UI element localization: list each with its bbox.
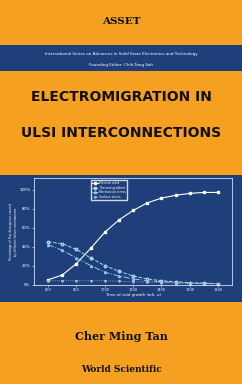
Mechanical stress bbox=[217, 281, 219, 286]
Electron wind bbox=[146, 200, 149, 205]
Electron wind bbox=[203, 190, 205, 195]
Electron wind bbox=[75, 262, 78, 266]
Surface stress bbox=[117, 279, 120, 283]
Surface stress bbox=[132, 280, 135, 284]
Electron wind bbox=[61, 273, 64, 277]
Surface stress bbox=[103, 278, 106, 283]
Electron wind bbox=[89, 246, 92, 251]
Thermal gradient bbox=[89, 256, 92, 260]
Surface stress bbox=[47, 278, 50, 283]
Thermal gradient bbox=[217, 281, 219, 286]
Mechanical stress bbox=[89, 263, 92, 268]
Electron wind bbox=[47, 278, 50, 282]
Text: Founding Editor: Chih-Tang Sah: Founding Editor: Chih-Tang Sah bbox=[89, 63, 153, 67]
Text: ULSI INTERCONNECTIONS: ULSI INTERCONNECTIONS bbox=[21, 126, 221, 141]
Legend: Electron wind, Thermal gradient, Mechanical stress, Surface stress: Electron wind, Thermal gradient, Mechani… bbox=[91, 180, 127, 200]
Line: Electron wind: Electron wind bbox=[47, 191, 219, 281]
Electron wind bbox=[217, 190, 219, 195]
Surface stress bbox=[75, 278, 78, 283]
Mechanical stress bbox=[103, 270, 106, 275]
Thermal gradient bbox=[103, 263, 106, 268]
Thermal gradient bbox=[47, 240, 50, 244]
Thermal gradient bbox=[203, 281, 205, 285]
Mechanical stress bbox=[117, 274, 120, 278]
Mechanical stress bbox=[203, 281, 205, 286]
Y-axis label: Percentage of flux divergence caused
by different failure mechanisms: Percentage of flux divergence caused by … bbox=[9, 203, 18, 260]
Mechanical stress bbox=[174, 280, 177, 285]
Thermal gradient bbox=[146, 276, 149, 281]
Surface stress bbox=[89, 278, 92, 283]
Surface stress bbox=[217, 282, 219, 286]
Mechanical stress bbox=[146, 278, 149, 283]
Mechanical stress bbox=[75, 256, 78, 260]
Mechanical stress bbox=[188, 281, 191, 285]
Mechanical stress bbox=[160, 280, 163, 284]
Electron wind bbox=[188, 191, 191, 196]
Line: Thermal gradient: Thermal gradient bbox=[47, 240, 219, 285]
Electron wind bbox=[132, 208, 135, 213]
Electron wind bbox=[117, 218, 120, 222]
Thermal gradient bbox=[117, 269, 120, 273]
Text: ELECTROMIGRATION IN: ELECTROMIGRATION IN bbox=[30, 90, 212, 104]
X-axis label: Time of void growth (arb. u): Time of void growth (arb. u) bbox=[106, 293, 161, 297]
Bar bbox=[0, 45, 242, 71]
Surface stress bbox=[188, 281, 191, 286]
Thermal gradient bbox=[160, 278, 163, 283]
Electron wind bbox=[174, 193, 177, 198]
Thermal gradient bbox=[61, 242, 64, 246]
Line: Surface stress: Surface stress bbox=[47, 280, 219, 285]
Thermal gradient bbox=[188, 280, 191, 285]
Mechanical stress bbox=[132, 276, 135, 281]
Thermal gradient bbox=[174, 280, 177, 284]
Surface stress bbox=[203, 281, 205, 286]
Electron wind bbox=[103, 230, 106, 235]
Surface stress bbox=[174, 281, 177, 285]
Surface stress bbox=[61, 278, 64, 283]
Surface stress bbox=[160, 280, 163, 285]
Electron wind bbox=[160, 196, 163, 200]
Text: World Scientific: World Scientific bbox=[81, 365, 161, 374]
Thermal gradient bbox=[75, 247, 78, 252]
Bar bbox=[0, 175, 242, 302]
Mechanical stress bbox=[61, 248, 64, 253]
Mechanical stress bbox=[47, 242, 50, 247]
Surface stress bbox=[146, 280, 149, 285]
Text: Cher Ming Tan: Cher Ming Tan bbox=[75, 331, 167, 342]
Thermal gradient bbox=[132, 274, 135, 278]
Line: Mechanical stress: Mechanical stress bbox=[47, 243, 219, 285]
Text: ASSET: ASSET bbox=[102, 17, 140, 26]
Text: International Series on Advances in Solid State Electronics and Technology: International Series on Advances in Soli… bbox=[45, 53, 197, 56]
